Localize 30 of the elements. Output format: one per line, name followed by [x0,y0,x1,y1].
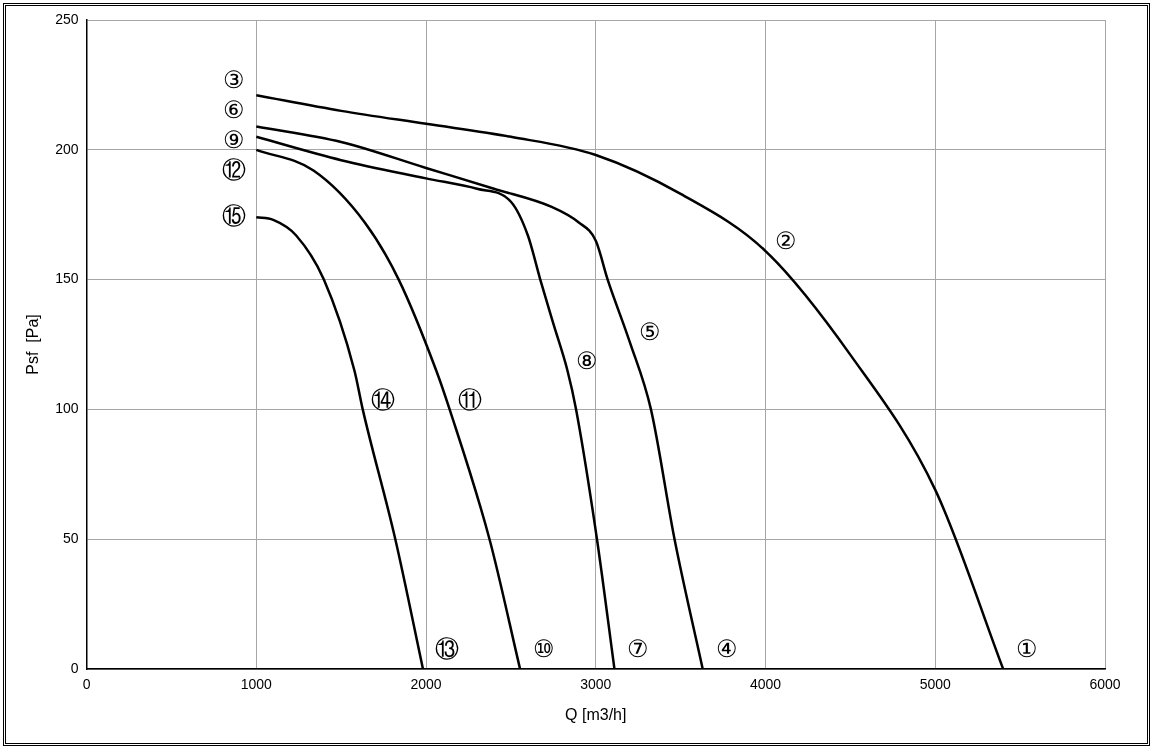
annotation: ⑩ [533,635,556,664]
annotation: ① [1016,635,1039,664]
annotation: ⑭ [370,385,395,414]
annotation: ⑫ [222,156,247,185]
annotation: ③ [223,66,246,95]
x-tick-label: 2000 [410,676,442,693]
y-axis-title: Psf [Pa] [24,314,42,375]
annotation: ⑥ [223,96,246,125]
annotation: ④ [715,635,738,664]
x-tick-label: 1000 [240,676,273,693]
y-tick-label: 250 [55,10,79,27]
x-tick-label: 4000 [749,676,782,693]
x-tick-label: 3000 [580,676,612,693]
x-tick-label: 5000 [919,676,952,693]
x-tick-label: 0 [82,676,91,693]
annotation: ⑦ [627,635,650,664]
annotation: ② [774,227,797,256]
annotation: ⑨ [223,126,246,155]
x-tick-label: 6000 [1089,676,1121,693]
annotation: ⑧ [576,346,599,375]
annotation: ⑪ [457,385,482,414]
annotation: ⑮ [222,201,247,230]
x-axis-title: Q [m3/h] [565,705,627,723]
y-tick-label: 150 [55,270,79,287]
y-tick-label: 50 [62,530,79,547]
y-tick-label: 100 [55,400,79,417]
annotation: ⑬ [434,635,459,664]
annotation: ⑤ [638,318,661,347]
y-tick-label: 0 [70,659,79,676]
y-tick-label: 200 [55,140,79,157]
